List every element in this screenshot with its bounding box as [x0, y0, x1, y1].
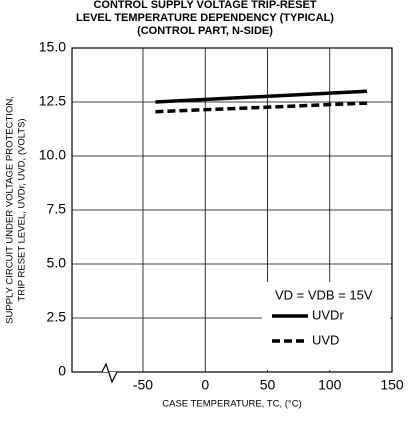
x-tick-label: 150	[380, 377, 404, 393]
axis-break	[101, 362, 118, 384]
x-tick-label: 100	[318, 377, 342, 393]
y-tick-label: 15.0	[39, 39, 66, 55]
y-tick-label: 10.0	[39, 147, 66, 163]
y-tick-label: 2.5	[47, 309, 67, 325]
legend-box	[262, 282, 390, 370]
legend-label: UVD	[312, 332, 339, 347]
chart-title: CONTROL SUPPLY VOLTAGE TRIP-RESET	[93, 0, 316, 11]
y-tick-label: 0	[58, 363, 66, 379]
chart-title: LEVEL TEMPERATURE DEPENDENCY (TYPICAL)	[76, 12, 334, 24]
x-axis-label: CASE TEMPERATURE, TC, (°C)	[162, 399, 301, 410]
line-series	[155, 89, 368, 104]
y-tick-label: 12.5	[39, 93, 66, 109]
y-tick-label: 7.5	[47, 201, 67, 217]
plot-frame	[71, 47, 393, 373]
chart-title: (CONTROL PART, N-SIDE)	[137, 25, 273, 37]
y-axis-label: TRIP RESET LEVEL, UVDr, UVD, (VOLTS)	[17, 118, 28, 301]
line-series	[155, 101, 368, 114]
x-tick-label: 50	[260, 377, 276, 393]
x-tick-label: 0	[201, 377, 209, 393]
legend-label: UVDr	[312, 307, 344, 322]
y-tick-label: 5.0	[47, 255, 67, 271]
annotation: VD = VDB = 15V	[275, 287, 373, 302]
y-axis-label: SUPPLY CIRCUIT UNDER VOLTAGE PROTECTION,	[5, 96, 16, 324]
x-tick-label: -50	[133, 377, 153, 393]
